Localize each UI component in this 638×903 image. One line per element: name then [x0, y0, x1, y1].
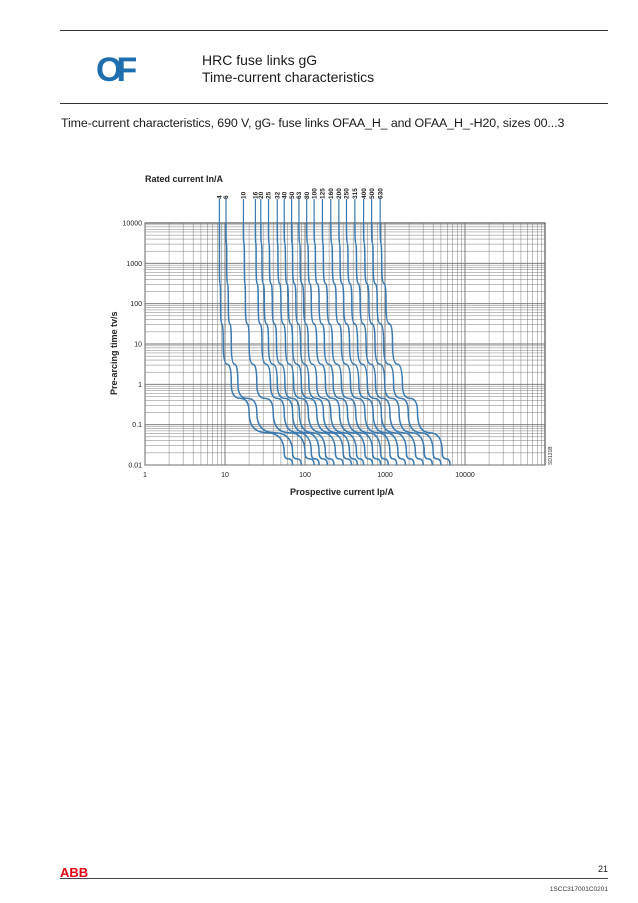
curve-label-40A: 40	[281, 191, 288, 199]
of-logo: OF	[96, 52, 142, 86]
y-tick-0.1: 0.1	[132, 422, 142, 429]
curve-label-63A: 63	[296, 191, 303, 199]
y-tick-10: 10	[134, 342, 142, 349]
curve-label-250A: 250	[344, 188, 351, 199]
figure-code: SD131B	[548, 446, 554, 465]
header-title: HRC fuse links gG	[202, 52, 318, 68]
curve-label-160A: 160	[328, 188, 335, 199]
curve-125A	[321, 222, 390, 466]
curve-630A	[379, 222, 451, 466]
header-top-rule	[60, 30, 608, 31]
curve-label-6A: 6	[223, 195, 230, 199]
curve-315A	[354, 222, 424, 466]
curve-200A	[338, 222, 407, 466]
header-subtitle: Time-current characteristics	[202, 69, 375, 85]
curve-500A	[370, 222, 442, 466]
curve-label-16A: 16	[253, 191, 260, 199]
x-tick-1000: 1000	[377, 472, 393, 479]
curve-16A	[254, 222, 320, 466]
curve-160A	[330, 222, 398, 466]
curve-40A	[283, 222, 353, 466]
curve-4A	[218, 223, 294, 466]
curve-400A	[362, 222, 434, 466]
curve-label-630A: 630	[377, 188, 384, 199]
footer-rule	[60, 878, 608, 879]
abb-logo: ABB	[60, 865, 88, 879]
curve-label-100A: 100	[311, 188, 318, 199]
x-tick-10000: 10000	[455, 472, 475, 479]
chart-grid	[144, 222, 546, 466]
logo-text: OF	[96, 52, 136, 86]
curve-10A	[242, 222, 315, 466]
document-number: 1SCC317001C0201	[549, 886, 608, 893]
x-tick-10: 10	[221, 472, 229, 479]
chart-title: Rated current In/A	[145, 174, 224, 184]
curve-25A	[267, 222, 335, 466]
curve-63A	[298, 222, 365, 466]
header-bottom-rule	[60, 103, 608, 104]
curve-label-10A: 10	[241, 191, 248, 199]
curve-20A	[260, 222, 329, 466]
curve-label-315A: 315	[352, 188, 359, 199]
y-tick-0.01: 0.01	[128, 463, 142, 470]
y-tick-1: 1	[138, 382, 142, 389]
y-tick-100: 100	[130, 301, 142, 308]
curve-250A	[345, 222, 415, 466]
curve-32A	[276, 222, 344, 466]
abb-logo-text: ABB	[60, 865, 88, 879]
curve-label-125A: 125	[320, 188, 327, 199]
chart-curves	[218, 222, 451, 466]
curve-100A	[313, 222, 382, 466]
y-tick-10000: 10000	[123, 221, 143, 228]
page-number: 21	[597, 864, 608, 874]
curve-label-400A: 400	[361, 188, 368, 199]
x-axis-label: Prospective current Ip/A	[290, 487, 395, 497]
curve-label-80A: 80	[304, 191, 311, 199]
curve-label-25A: 25	[266, 191, 273, 199]
curve-label-4A: 4	[217, 195, 224, 199]
curve-label-20A: 20	[258, 191, 265, 199]
curve-50A	[290, 222, 359, 466]
curve-label-500A: 500	[369, 188, 376, 199]
x-tick-100: 100	[299, 472, 311, 479]
curve-label-32A: 32	[275, 191, 282, 199]
curve-80A	[305, 222, 374, 466]
figure-caption: Time-current characteristics, 690 V, gG-…	[61, 116, 565, 130]
curve-label-50A: 50	[289, 191, 296, 199]
chart-ticks: 1 10 100 1000 10000 0.01 0.1 1 10 100 1000 10000	[123, 221, 475, 480]
y-tick-1000: 1000	[126, 261, 142, 268]
curve-label-200A: 200	[336, 188, 343, 199]
curve-6A	[225, 222, 303, 466]
x-tick-1: 1	[143, 472, 147, 479]
y-axis-label: Pre-arcing time tv/s	[109, 311, 119, 395]
